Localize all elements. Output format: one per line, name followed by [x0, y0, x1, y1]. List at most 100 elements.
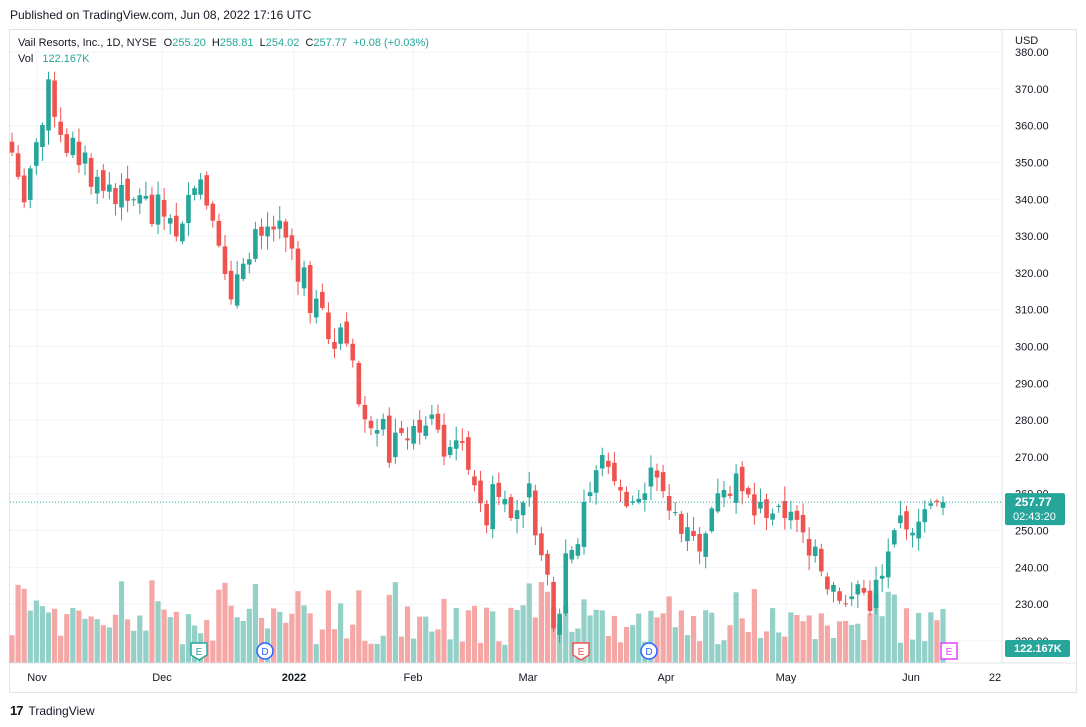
volume-bar — [630, 625, 636, 663]
candle-body — [849, 596, 855, 600]
volume-bar — [222, 582, 228, 663]
candle-body — [350, 343, 356, 361]
volume-bar — [39, 606, 46, 663]
volume-bar — [411, 638, 417, 663]
volume-bar — [824, 625, 830, 663]
volume-bar — [928, 612, 934, 663]
volume-bar — [636, 613, 642, 663]
volume-bar — [173, 611, 179, 663]
candle-body — [88, 157, 94, 187]
volume-bar — [137, 615, 143, 663]
candle-body — [125, 178, 130, 201]
x-tick-label: 22 — [989, 672, 1001, 684]
candle-body — [9, 141, 15, 153]
symbol-title[interactable]: Vail Resorts, Inc., 1D, NYSE — [18, 37, 157, 49]
y-tick-label: 270.00 — [1015, 452, 1049, 464]
volume-bar — [532, 617, 538, 663]
candle-body — [800, 514, 806, 533]
candle-body — [52, 80, 57, 117]
volume-bar — [715, 644, 721, 663]
candle-body — [259, 226, 264, 236]
volume-bar — [891, 594, 897, 663]
volume-bar — [155, 601, 161, 663]
volume-bar — [550, 606, 557, 663]
volume-bar — [751, 589, 757, 663]
candle-body — [630, 501, 635, 503]
candle-body — [356, 362, 362, 405]
candle-body — [843, 603, 848, 605]
candle-body — [198, 179, 203, 195]
volume-label-value: 122.167K — [1014, 643, 1062, 655]
volume-bar — [812, 639, 818, 663]
volume-bar — [843, 620, 849, 663]
candle-body — [940, 502, 946, 508]
low-value: 254.02 — [265, 37, 300, 49]
x-tick-label: Mar — [519, 672, 538, 684]
volume-bar — [514, 610, 520, 663]
candle-body — [612, 462, 617, 482]
high-value: 258.81 — [219, 37, 254, 49]
candle-body — [289, 235, 295, 249]
time-axis: Nov Dec 2022 Feb Mar Apr May Jun 22 — [27, 672, 1001, 684]
volume-bar — [417, 616, 423, 663]
candle-body — [545, 553, 550, 575]
candle-body — [819, 548, 824, 572]
event-marker-earnings[interactable]: E — [190, 642, 208, 661]
candle-body — [892, 530, 897, 545]
candle-body — [606, 460, 611, 467]
volume-bar — [100, 625, 106, 663]
volume-bar — [331, 629, 338, 663]
candle-body — [100, 170, 106, 191]
volume-bar — [246, 608, 252, 663]
volume-bar — [471, 605, 478, 663]
candle-body — [344, 321, 349, 344]
volume-bar — [940, 608, 946, 663]
candle-body — [569, 550, 575, 560]
candle-body — [167, 218, 173, 224]
candles — [9, 71, 946, 644]
volume-bar — [526, 583, 532, 663]
volume-label-box: 122.167K — [1005, 640, 1070, 657]
volume-bar — [593, 609, 599, 663]
candle-body — [642, 493, 648, 500]
event-marker-earnings-upcoming[interactable]: E — [940, 642, 958, 660]
candle-body — [137, 195, 143, 204]
candle-body — [855, 584, 861, 595]
candle-body — [563, 553, 569, 614]
candle-body — [435, 413, 441, 430]
candle-body — [654, 470, 660, 478]
footer-brand[interactable]: 17 TradingView — [10, 703, 95, 718]
candle-body — [837, 591, 842, 601]
event-marker-dividend[interactable]: D — [640, 642, 658, 660]
candle-body — [934, 500, 940, 503]
volume-bar — [21, 588, 27, 663]
x-tick-label: Nov — [27, 672, 47, 684]
candle-body — [776, 505, 782, 507]
volume-bar — [228, 605, 234, 663]
event-marker-dividend[interactable]: D — [256, 642, 274, 660]
volume-legend-label: Vol — [18, 53, 34, 65]
candle-body — [806, 539, 812, 556]
candle-body — [362, 404, 368, 420]
volume-bar — [161, 609, 167, 663]
candle-body — [70, 137, 76, 156]
volume-bar — [477, 642, 484, 663]
candle-body — [496, 482, 502, 498]
volume-bar — [581, 599, 587, 663]
candle-body — [155, 194, 161, 225]
event-marker-earnings[interactable]: E — [572, 642, 590, 661]
y-tick-label: 320.00 — [1015, 268, 1049, 280]
price-axis: 380.00 370.00 360.00 350.00 340.00 330.00 320.… — [1015, 47, 1049, 648]
x-tick-label: 2022 — [282, 672, 306, 684]
volume-bar — [459, 641, 465, 663]
candle-body — [119, 184, 124, 208]
candle-body — [277, 220, 283, 229]
volume-bar — [337, 603, 344, 663]
volume-bar — [289, 613, 295, 663]
volume-bar — [386, 594, 392, 663]
volume-bar — [325, 590, 332, 663]
volume-bar — [867, 613, 873, 663]
volume-bar — [909, 639, 916, 663]
